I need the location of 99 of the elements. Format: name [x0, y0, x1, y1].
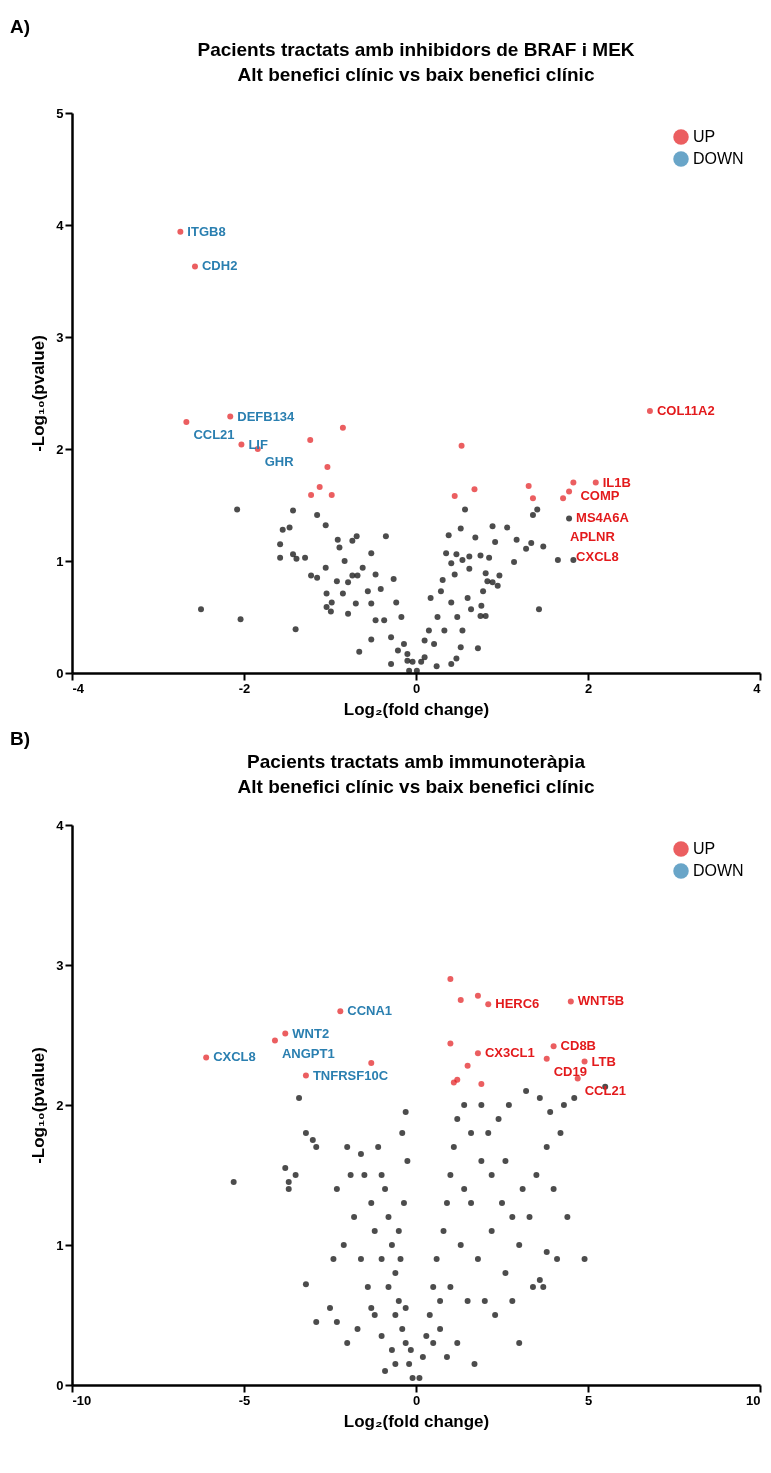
annotation: CD8B — [560, 1038, 597, 1054]
annotation: WNT2 — [292, 1025, 330, 1041]
annotation: GHR — [264, 454, 295, 469]
annotation: MS4A6A — [576, 509, 630, 525]
y-axis-title: -Log₁₀(pvalue) — [29, 1047, 49, 1164]
point — [302, 1072, 309, 1079]
chart-subtitle: Alt benefici clínic vs baix benefici clínic — [237, 64, 595, 85]
x-tick-label: -5 — [238, 1392, 251, 1408]
annotation: IL1B — [602, 474, 631, 490]
point — [567, 998, 574, 1005]
point — [478, 1081, 485, 1087]
point — [471, 486, 478, 493]
point — [271, 1037, 278, 1044]
annotation: CCL21 — [584, 1083, 626, 1099]
point — [592, 479, 599, 486]
annotation: CD19 — [553, 1063, 587, 1079]
x-tick-label: -4 — [72, 680, 85, 696]
x-tick-label: -2 — [238, 680, 251, 696]
point — [308, 491, 315, 498]
annotation: HERC6 — [495, 996, 540, 1012]
point — [570, 479, 577, 486]
y-axis-title: -Log₁₀(pvalue) — [29, 335, 49, 452]
point — [337, 1008, 344, 1015]
legend-label: DOWN — [693, 150, 744, 167]
point — [339, 424, 346, 431]
point — [227, 413, 234, 420]
point — [368, 1060, 375, 1066]
x-tick-label: 10 — [746, 1392, 761, 1408]
point — [324, 463, 331, 470]
text: A) — [10, 16, 31, 37]
annotation: TNFRSF10C — [312, 1067, 389, 1083]
annotation: WNT5B — [577, 993, 625, 1009]
annotation: CX3CL1 — [484, 1045, 535, 1061]
x-axis-title: Log₂(fold change) — [343, 1411, 490, 1431]
y-tick-label: 2 — [56, 1097, 64, 1113]
x-tick-label: 5 — [584, 1392, 593, 1408]
y-tick-label: 4 — [56, 217, 65, 233]
annotation: LIF — [248, 436, 268, 452]
y-tick-label: 2 — [56, 441, 64, 457]
chart-title: Pacients tractats amb immunoteràpia — [247, 751, 586, 772]
chart-subtitle: Alt benefici clínic vs baix benefici clínic — [237, 776, 595, 797]
point — [282, 1030, 289, 1037]
annotation: LTB — [591, 1053, 616, 1069]
y-tick-label: 3 — [56, 957, 64, 973]
point — [543, 1055, 550, 1062]
point — [525, 482, 532, 489]
legend-label: UP — [693, 128, 716, 145]
annotation: CXCL8 — [576, 549, 619, 565]
point — [581, 1058, 588, 1065]
y-tick-label: 3 — [56, 329, 64, 345]
x-tick-label: 2 — [584, 680, 593, 696]
point — [307, 437, 314, 444]
y-tick-label: 4 — [56, 817, 65, 833]
annotation: APLNR — [570, 529, 616, 545]
x-axis-title: Log₂(fold change) — [343, 699, 490, 719]
annotation: ITGB8 — [187, 223, 226, 239]
annotation: CCNA1 — [347, 1003, 393, 1019]
point — [450, 1079, 457, 1086]
annotation: ANGPT1 — [281, 1045, 335, 1061]
legend-label: DOWN — [693, 862, 744, 879]
point — [451, 493, 458, 500]
point — [191, 263, 198, 270]
point — [485, 1001, 492, 1008]
annotation: COMP — [580, 487, 620, 503]
annotation: CDH2 — [201, 258, 238, 274]
y-tick-label: 0 — [56, 665, 64, 681]
point — [203, 1054, 210, 1061]
point — [458, 442, 465, 449]
y-tick-label: 5 — [56, 105, 64, 121]
point — [474, 1050, 481, 1057]
point — [566, 488, 573, 495]
point — [447, 1040, 454, 1047]
point — [457, 997, 464, 1003]
annotation: CCL21 — [193, 427, 235, 443]
y-tick-label: 0 — [56, 1377, 64, 1393]
annotation: CXCL8 — [213, 1049, 256, 1065]
x-tick-label: -10 — [72, 1392, 92, 1408]
point — [474, 992, 481, 999]
x-tick-label: 0 — [412, 1392, 421, 1408]
chart-title: Pacients tractats amb inhibidors de BRAF i MEK — [197, 39, 635, 60]
point — [328, 491, 335, 498]
point — [447, 976, 454, 982]
point — [550, 1043, 557, 1050]
point — [183, 419, 190, 426]
y-tick-label: 1 — [56, 553, 64, 569]
legend-label: UP — [693, 840, 716, 857]
x-tick-label: 0 — [412, 680, 421, 696]
annotation: COL11A2 — [656, 402, 715, 418]
y-tick-label: 1 — [56, 1237, 64, 1253]
point — [529, 495, 536, 502]
point — [177, 228, 184, 235]
text: B) — [10, 728, 31, 749]
point — [316, 484, 323, 491]
x-tick-label: 4 — [753, 680, 762, 696]
point — [646, 407, 653, 414]
annotation: DEFB134 — [237, 408, 296, 424]
point — [238, 441, 245, 448]
point — [560, 495, 567, 502]
point — [464, 1062, 471, 1069]
